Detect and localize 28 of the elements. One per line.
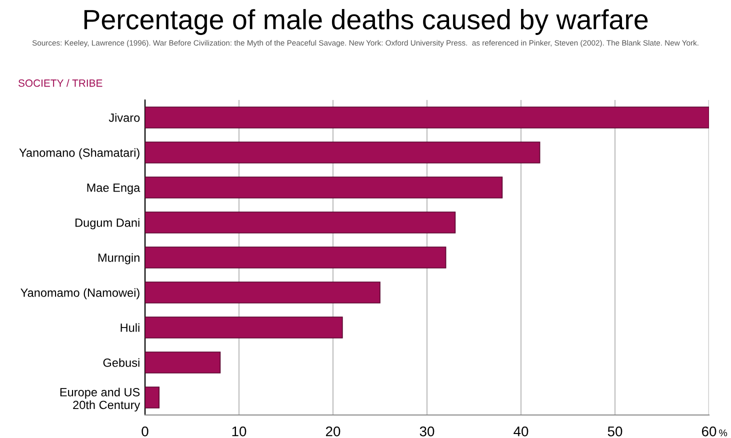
bar (145, 142, 540, 164)
bar (145, 246, 446, 268)
x-tick-label: 10 (232, 426, 246, 436)
x-axis-title: % (719, 429, 728, 436)
y-tick-label: Yanomano (Shamatari) (19, 148, 140, 160)
y-tick-label: Mae Enga (87, 184, 140, 194)
bar (145, 316, 343, 338)
y-axis-title: SOCIETY / TRIBE (18, 79, 102, 87)
bar (145, 212, 456, 234)
y-tick-label: Huli (120, 323, 140, 332)
bar (145, 352, 221, 374)
x-tick-label: 50 (608, 426, 622, 436)
x-tick-label: 60 (702, 426, 716, 436)
bar (145, 386, 160, 408)
y-tick-label: Yanomamo (Namowei) (20, 288, 140, 300)
bar (145, 106, 709, 128)
y-tick-label: Europe and US 20th Century (60, 388, 140, 412)
y-tick-label: Gebusi (103, 358, 140, 367)
y-tick-label: Murngin (98, 253, 140, 264)
x-tick-label: 30 (420, 426, 434, 436)
bar (145, 282, 380, 304)
x-tick-label: 20 (326, 426, 340, 436)
x-tick-label: 0 (142, 426, 148, 436)
chart-title: Percentage of male deaths caused by warfare (84, 9, 648, 35)
y-tick-label: Dugum Dani (75, 218, 140, 230)
x-tick-label: 40 (514, 426, 528, 436)
bar (145, 176, 503, 198)
y-tick-label: Jivaro (108, 113, 140, 122)
